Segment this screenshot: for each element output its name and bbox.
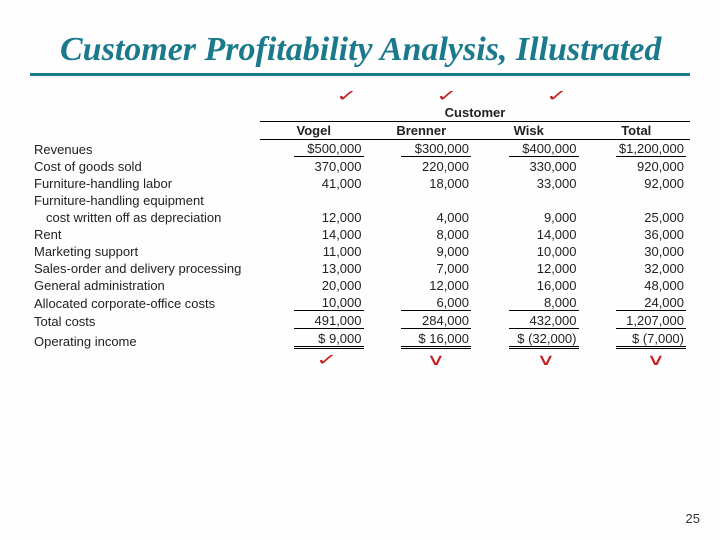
row-label: Allocated corporate-office costs: [30, 294, 260, 312]
column-header-row: VogelBrennerWiskTotal: [30, 122, 690, 140]
cell-value: 25,000: [583, 209, 691, 226]
group-header: Customer: [260, 104, 690, 122]
table-row: General administration20,00012,00016,000…: [30, 277, 690, 294]
cell-value: 36,000: [583, 226, 691, 243]
cell-value: 10,000: [260, 294, 368, 312]
table-row: Cost of goods sold370,000220,000330,0009…: [30, 158, 690, 175]
row-label: Furniture-handling labor: [30, 175, 260, 192]
cell-value: $ (32,000): [475, 330, 583, 350]
column-header: Total: [583, 122, 691, 140]
page-title: Customer Profitability Analysis, Illustr…: [30, 0, 690, 76]
group-header-row: Customer: [30, 104, 690, 122]
cell-value: 330,000: [475, 158, 583, 175]
cell-value: 9,000: [368, 243, 476, 260]
cell-value: 432,000: [475, 312, 583, 330]
cell-value: $500,000: [260, 140, 368, 159]
cell-value: 14,000: [475, 226, 583, 243]
check-mark-icon: [316, 350, 337, 370]
table-row: Allocated corporate-office costs10,0006,…: [30, 294, 690, 312]
row-label: General administration: [30, 277, 260, 294]
cell-value: $1,200,000: [583, 140, 691, 159]
profitability-table: Customer VogelBrennerWiskTotal Revenues$…: [30, 104, 690, 350]
cell-value: 12,000: [368, 277, 476, 294]
bottom-mark-row: [30, 350, 690, 368]
cell-value: 16,000: [475, 277, 583, 294]
column-header: Vogel: [260, 122, 368, 140]
top-mark-row: [30, 86, 690, 104]
cell-value: 284,000: [368, 312, 476, 330]
cell-value: 491,000: [260, 312, 368, 330]
cell-value: [583, 192, 691, 209]
cell-value: 9,000: [475, 209, 583, 226]
cell-value: [475, 192, 583, 209]
cell-value: [260, 192, 368, 209]
cell-value: 30,000: [583, 243, 691, 260]
row-label: Sales-order and delivery processing: [30, 260, 260, 277]
cell-value: 920,000: [583, 158, 691, 175]
page-number: 25: [686, 511, 700, 526]
row-label: Operating income: [30, 330, 260, 350]
cell-value: 6,000: [368, 294, 476, 312]
cell-value: 24,000: [583, 294, 691, 312]
cell-value: 7,000: [368, 260, 476, 277]
cell-value: $400,000: [475, 140, 583, 159]
row-label: Marketing support: [30, 243, 260, 260]
caret-mark-icon: [536, 350, 555, 370]
caret-mark-icon: [426, 350, 445, 370]
table-row: Sales-order and delivery processing13,00…: [30, 260, 690, 277]
table-row: Furniture-handling equipment: [30, 192, 690, 209]
cell-value: 10,000: [475, 243, 583, 260]
row-label: cost written off as depreciation: [30, 209, 260, 226]
cell-value: 4,000: [368, 209, 476, 226]
table-row: Furniture-handling labor41,00018,00033,0…: [30, 175, 690, 192]
table-row: Rent14,0008,00014,00036,000: [30, 226, 690, 243]
cell-value: 92,000: [583, 175, 691, 192]
row-label: Rent: [30, 226, 260, 243]
table-row: Marketing support11,0009,00010,00030,000: [30, 243, 690, 260]
cell-value: 370,000: [260, 158, 368, 175]
cell-value: $ 16,000: [368, 330, 476, 350]
cell-value: 33,000: [475, 175, 583, 192]
cell-value: 14,000: [260, 226, 368, 243]
cell-value: 11,000: [260, 243, 368, 260]
cell-value: 1,207,000: [583, 312, 691, 330]
cell-value: 12,000: [260, 209, 368, 226]
caret-mark-icon: [646, 350, 665, 370]
table-container: Customer VogelBrennerWiskTotal Revenues$…: [0, 86, 720, 368]
cell-value: 41,000: [260, 175, 368, 192]
column-header: Brenner: [368, 122, 476, 140]
column-header: Wisk: [475, 122, 583, 140]
check-mark-icon: [336, 86, 357, 106]
row-label: Total costs: [30, 312, 260, 330]
row-label: Revenues: [30, 140, 260, 159]
cell-value: $ (7,000): [583, 330, 691, 350]
cell-value: 18,000: [368, 175, 476, 192]
table-row: cost written off as depreciation12,0004,…: [30, 209, 690, 226]
table-row: Operating income$ 9,000$ 16,000$ (32,000…: [30, 330, 690, 350]
check-mark-icon: [546, 86, 567, 106]
cell-value: 8,000: [475, 294, 583, 312]
cell-value: 220,000: [368, 158, 476, 175]
row-label: Furniture-handling equipment: [30, 192, 260, 209]
cell-value: 8,000: [368, 226, 476, 243]
cell-value: 32,000: [583, 260, 691, 277]
cell-value: $ 9,000: [260, 330, 368, 350]
table-body: Revenues$500,000$300,000$400,000$1,200,0…: [30, 140, 690, 351]
table-row: Revenues$500,000$300,000$400,000$1,200,0…: [30, 140, 690, 159]
cell-value: 13,000: [260, 260, 368, 277]
cell-value: 20,000: [260, 277, 368, 294]
cell-value: 12,000: [475, 260, 583, 277]
cell-value: [368, 192, 476, 209]
row-label: Cost of goods sold: [30, 158, 260, 175]
cell-value: 48,000: [583, 277, 691, 294]
table-row: Total costs491,000284,000432,0001,207,00…: [30, 312, 690, 330]
check-mark-icon: [436, 86, 457, 106]
column-header: [30, 122, 260, 140]
cell-value: $300,000: [368, 140, 476, 159]
